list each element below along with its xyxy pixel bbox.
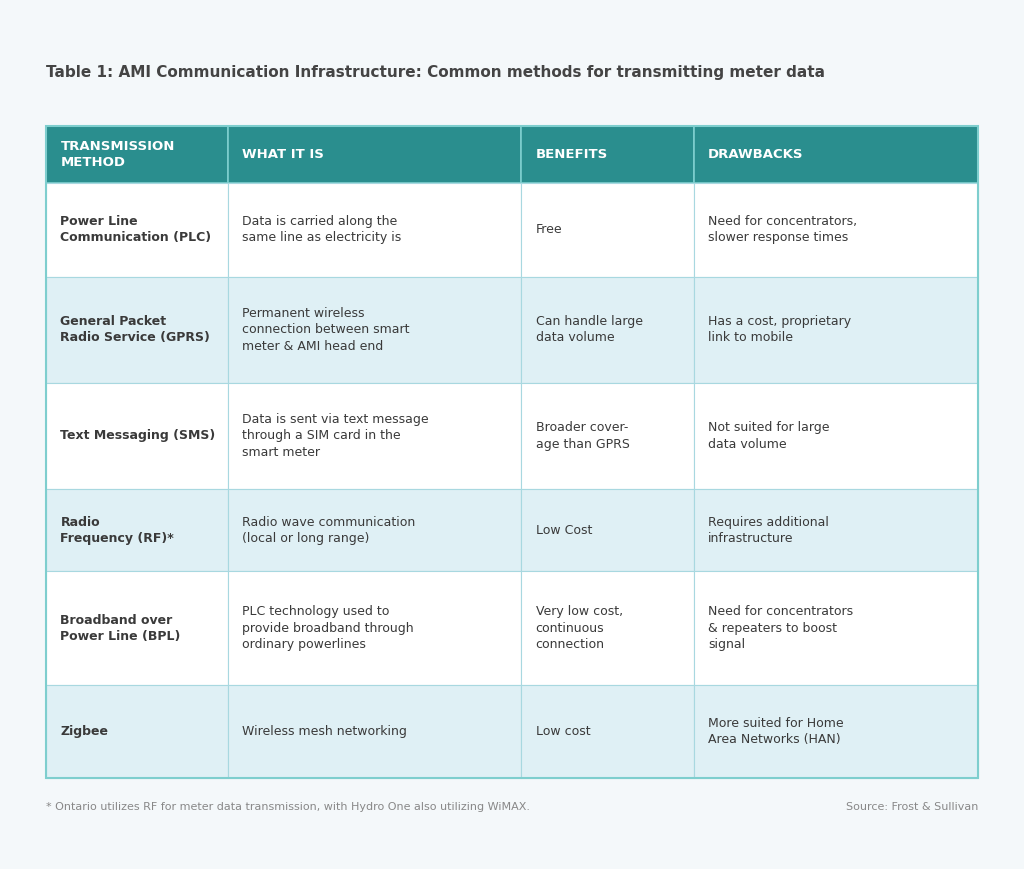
Text: DRAWBACKS: DRAWBACKS <box>708 148 804 161</box>
Bar <box>693 276 978 383</box>
Text: More suited for Home
Area Networks (HAN): More suited for Home Area Networks (HAN) <box>708 717 844 746</box>
Bar <box>693 383 978 489</box>
Text: Table 1: AMI Communication Infrastructure: Common methods for transmitting meter: Table 1: AMI Communication Infrastructur… <box>46 65 825 80</box>
Text: Has a cost, proprietary
link to mobile: Has a cost, proprietary link to mobile <box>708 315 851 344</box>
Text: WHAT IT IS: WHAT IT IS <box>242 148 324 161</box>
Text: General Packet
Radio Service (GPRS): General Packet Radio Service (GPRS) <box>60 315 210 344</box>
Bar <box>693 182 978 276</box>
Bar <box>46 383 227 489</box>
Text: TRANSMISSION
METHOD: TRANSMISSION METHOD <box>60 140 175 169</box>
Text: Wireless mesh networking: Wireless mesh networking <box>242 725 407 738</box>
Bar <box>46 686 227 778</box>
Text: Broadband over
Power Line (BPL): Broadband over Power Line (BPL) <box>60 614 181 643</box>
Bar <box>227 686 521 778</box>
Text: Broader cover-
age than GPRS: Broader cover- age than GPRS <box>536 421 630 451</box>
Text: PLC technology used to
provide broadband through
ordinary powerlines: PLC technology used to provide broadband… <box>242 606 414 652</box>
Bar <box>693 489 978 572</box>
Bar <box>227 276 521 383</box>
Bar <box>521 126 693 182</box>
Text: Data is carried along the
same line as electricity is: Data is carried along the same line as e… <box>242 215 401 244</box>
Bar <box>46 276 227 383</box>
Bar <box>227 182 521 276</box>
Text: Can handle large
data volume: Can handle large data volume <box>536 315 643 344</box>
Text: * Ontario utilizes RF for meter data transmission, with Hydro One also utilizing: * Ontario utilizes RF for meter data tra… <box>46 802 530 813</box>
Bar <box>693 686 978 778</box>
Text: Very low cost,
continuous
connection: Very low cost, continuous connection <box>536 606 623 652</box>
Bar <box>46 572 227 686</box>
Text: Requires additional
infrastructure: Requires additional infrastructure <box>708 515 828 545</box>
Bar <box>521 572 693 686</box>
Text: Need for concentrators
& repeaters to boost
signal: Need for concentrators & repeaters to bo… <box>708 606 853 652</box>
Text: Text Messaging (SMS): Text Messaging (SMS) <box>60 429 216 442</box>
Bar <box>227 489 521 572</box>
Bar <box>227 572 521 686</box>
Bar <box>693 126 978 182</box>
Text: Low cost: Low cost <box>536 725 590 738</box>
Bar <box>227 383 521 489</box>
Bar <box>46 126 978 778</box>
Text: Free: Free <box>536 223 562 236</box>
Text: Permanent wireless
connection between smart
meter & AMI head end: Permanent wireless connection between sm… <box>242 307 410 353</box>
Text: Not suited for large
data volume: Not suited for large data volume <box>708 421 829 451</box>
Text: Zigbee: Zigbee <box>60 725 109 738</box>
Text: BENEFITS: BENEFITS <box>536 148 608 161</box>
Bar <box>521 489 693 572</box>
Bar <box>46 182 227 276</box>
Text: Power Line
Communication (PLC): Power Line Communication (PLC) <box>60 215 212 244</box>
Text: Radio wave communication
(local or long range): Radio wave communication (local or long … <box>242 515 416 545</box>
Bar <box>521 686 693 778</box>
Bar <box>227 126 521 182</box>
Text: Need for concentrators,
slower response times: Need for concentrators, slower response … <box>708 215 857 244</box>
Text: Low Cost: Low Cost <box>536 524 592 537</box>
Bar <box>46 489 227 572</box>
Bar <box>521 182 693 276</box>
Bar <box>693 572 978 686</box>
Text: Source: Frost & Sullivan: Source: Frost & Sullivan <box>846 802 978 813</box>
Bar <box>46 126 227 182</box>
Text: Data is sent via text message
through a SIM card in the
smart meter: Data is sent via text message through a … <box>242 413 429 459</box>
Bar <box>521 383 693 489</box>
Text: Radio
Frequency (RF)*: Radio Frequency (RF)* <box>60 515 174 545</box>
Bar <box>521 276 693 383</box>
